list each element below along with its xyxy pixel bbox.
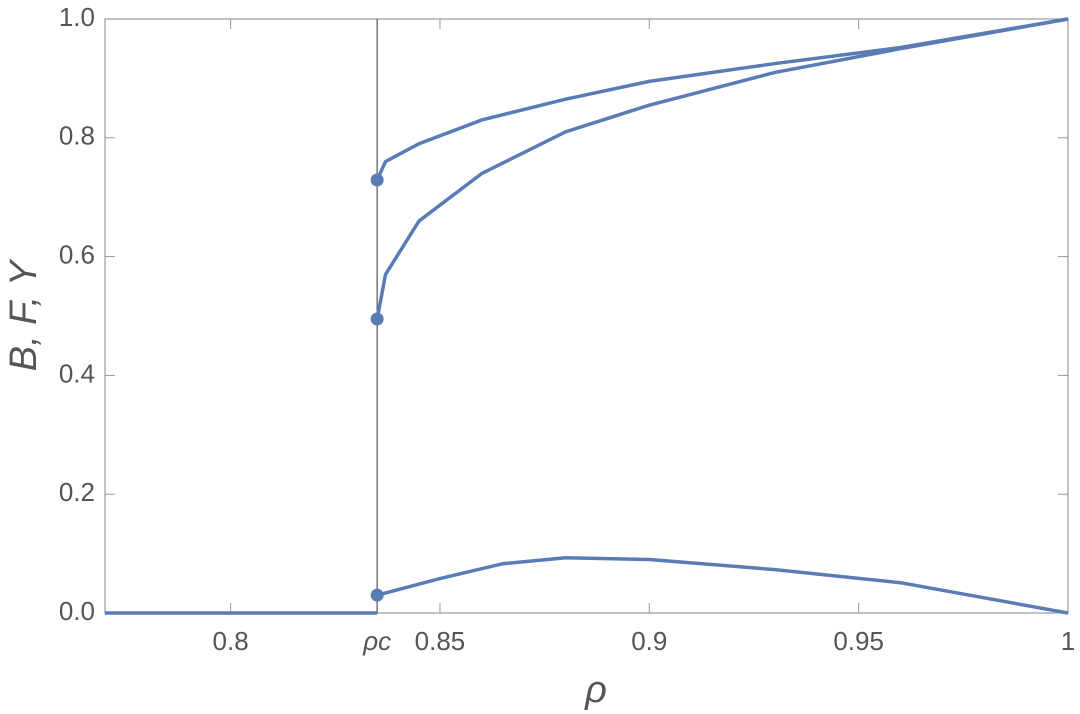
y-tick-label: 1.0 — [59, 2, 95, 32]
x-tick-label: 1 — [1061, 626, 1075, 656]
curve — [376, 556, 1069, 615]
y-tick-label: 0.0 — [59, 596, 95, 626]
x-tick-label: 0.85 — [415, 626, 466, 656]
x-axis-label: ρ — [584, 669, 607, 711]
endpoint — [370, 173, 384, 187]
plot-frame — [104, 18, 1069, 614]
y-tick-label: 0.6 — [59, 239, 95, 269]
x-tick-label: 0.9 — [631, 626, 667, 656]
x-tick-label: 0.95 — [833, 626, 884, 656]
curve — [375, 17, 1069, 181]
y-axis-label: B, F, Y — [3, 258, 45, 371]
y-tick-label: 0.4 — [59, 358, 95, 388]
x-tick-label: 0.8 — [213, 626, 249, 656]
x-tick-label: ρc — [362, 626, 391, 656]
y-tick-label: 0.8 — [59, 121, 95, 151]
y-tick-label: 0.2 — [59, 477, 95, 507]
endpoint — [370, 588, 384, 602]
endpoint — [370, 312, 384, 326]
curve — [375, 17, 1069, 320]
